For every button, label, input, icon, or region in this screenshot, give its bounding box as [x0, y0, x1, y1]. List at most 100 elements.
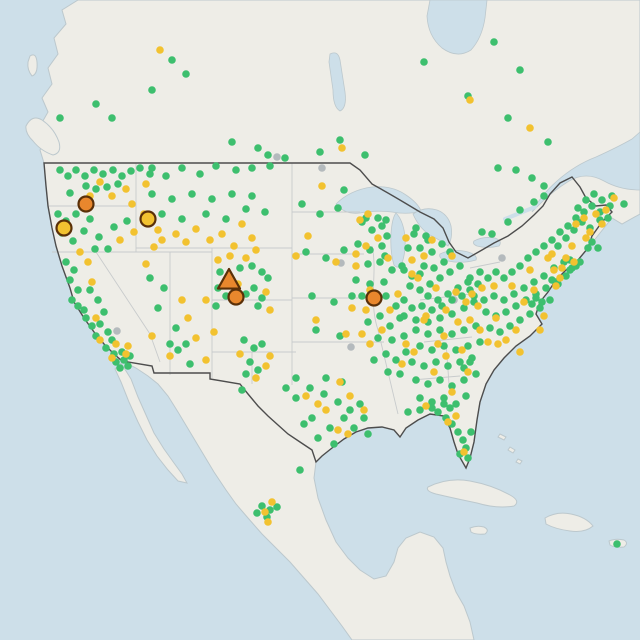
station-dot-green[interactable]: [100, 308, 108, 316]
station-dot-green[interactable]: [320, 390, 328, 398]
station-dot-green[interactable]: [168, 56, 176, 64]
station-dot-green[interactable]: [182, 340, 190, 348]
station-dot-green[interactable]: [542, 284, 550, 292]
station-dot-green[interactable]: [444, 290, 452, 298]
station-dot-yellow[interactable]: [430, 368, 438, 376]
station-dot-green[interactable]: [148, 190, 156, 198]
station-dot-green[interactable]: [440, 342, 448, 350]
alert-circle-marker[interactable]: [55, 219, 73, 237]
station-dot-green[interactable]: [420, 262, 428, 270]
station-dot-yellow[interactable]: [334, 426, 342, 434]
station-dot-green[interactable]: [364, 318, 372, 326]
station-dot-green[interactable]: [582, 196, 590, 204]
station-dot-gray[interactable]: [273, 153, 281, 161]
station-dot-yellow[interactable]: [586, 228, 594, 236]
station-dot-green[interactable]: [104, 245, 112, 253]
station-dot-green[interactable]: [160, 284, 168, 292]
station-dot-green[interactable]: [386, 322, 394, 330]
station-dot-yellow[interactable]: [478, 284, 486, 292]
station-dot-green[interactable]: [148, 164, 156, 172]
station-dot-yellow[interactable]: [452, 288, 460, 296]
station-dot-yellow[interactable]: [356, 216, 364, 224]
station-dot-green[interactable]: [448, 296, 456, 304]
station-dot-green[interactable]: [564, 222, 572, 230]
station-dot-yellow[interactable]: [116, 236, 124, 244]
station-dot-yellow[interactable]: [88, 278, 96, 286]
station-dot-yellow[interactable]: [422, 402, 430, 410]
station-dot-green[interactable]: [308, 292, 316, 300]
station-dot-yellow[interactable]: [526, 124, 534, 132]
station-dot-green[interactable]: [546, 296, 554, 304]
station-dot-green[interactable]: [408, 304, 416, 312]
station-dot-green[interactable]: [123, 217, 131, 225]
station-dot-green[interactable]: [346, 406, 354, 414]
station-dot-green[interactable]: [292, 394, 300, 402]
station-dot-gray[interactable]: [498, 254, 506, 262]
station-dot-yellow[interactable]: [302, 392, 310, 400]
station-dot-green[interactable]: [246, 358, 254, 366]
station-dot-green[interactable]: [436, 326, 444, 334]
station-dot-green[interactable]: [86, 286, 94, 294]
station-dot-green[interactable]: [348, 292, 356, 300]
station-dot-green[interactable]: [446, 404, 454, 412]
station-dot-green[interactable]: [434, 296, 442, 304]
station-dot-green[interactable]: [136, 164, 144, 172]
station-dot-green[interactable]: [366, 280, 374, 288]
station-dot-green[interactable]: [420, 58, 428, 66]
station-dot-green[interactable]: [530, 278, 538, 286]
station-dot-green[interactable]: [364, 430, 372, 438]
station-dot-green[interactable]: [81, 172, 89, 180]
station-dot-green[interactable]: [604, 214, 612, 222]
station-dot-yellow[interactable]: [410, 348, 418, 356]
station-dot-yellow[interactable]: [192, 225, 200, 233]
station-dot-green[interactable]: [420, 362, 428, 370]
station-dot-green[interactable]: [460, 376, 468, 384]
station-dot-yellow[interactable]: [150, 243, 158, 251]
station-dot-yellow[interactable]: [476, 326, 484, 334]
station-dot-green[interactable]: [556, 228, 564, 236]
station-dot-yellow[interactable]: [304, 232, 312, 240]
station-dot-green[interactable]: [376, 312, 384, 320]
station-dot-green[interactable]: [440, 258, 448, 266]
station-dot-green[interactable]: [516, 316, 524, 324]
station-dot-green[interactable]: [412, 326, 420, 334]
station-dot-green[interactable]: [62, 258, 70, 266]
station-dot-green[interactable]: [554, 242, 562, 250]
station-dot-yellow[interactable]: [582, 234, 590, 242]
station-dot-green[interactable]: [334, 398, 342, 406]
station-dot-yellow[interactable]: [550, 266, 558, 274]
station-dot-yellow[interactable]: [454, 318, 462, 326]
station-dot-green[interactable]: [322, 254, 330, 262]
station-dot-green[interactable]: [248, 164, 256, 172]
station-dot-green[interactable]: [340, 246, 348, 254]
station-dot-green[interactable]: [416, 406, 424, 414]
station-dot-green[interactable]: [598, 196, 606, 204]
station-dot-green[interactable]: [370, 356, 378, 364]
station-dot-yellow[interactable]: [352, 262, 360, 270]
station-dot-green[interactable]: [326, 424, 334, 432]
station-dot-green[interactable]: [250, 344, 258, 352]
station-dot-green[interactable]: [384, 368, 392, 376]
station-dot-green[interactable]: [360, 414, 368, 422]
station-dot-green[interactable]: [69, 237, 77, 245]
station-dot-yellow[interactable]: [338, 144, 346, 152]
station-dot-green[interactable]: [512, 166, 520, 174]
station-dot-yellow[interactable]: [378, 326, 386, 334]
station-dot-green[interactable]: [374, 334, 382, 342]
station-dot-green[interactable]: [72, 210, 80, 218]
station-dot-yellow[interactable]: [202, 356, 210, 364]
station-dot-yellow[interactable]: [468, 290, 476, 298]
station-dot-yellow[interactable]: [344, 430, 352, 438]
station-dot-green[interactable]: [416, 244, 424, 252]
station-dot-green[interactable]: [378, 242, 386, 250]
station-dot-yellow[interactable]: [386, 306, 394, 314]
station-dot-green[interactable]: [242, 205, 250, 213]
station-dot-yellow[interactable]: [420, 316, 428, 324]
station-dot-green[interactable]: [358, 292, 366, 300]
station-dot-yellow[interactable]: [230, 242, 238, 250]
station-dot-green[interactable]: [588, 238, 596, 246]
station-dot-green[interactable]: [70, 266, 78, 274]
station-dot-green[interactable]: [88, 322, 96, 330]
station-dot-green[interactable]: [92, 100, 100, 108]
station-dot-green[interactable]: [364, 260, 372, 268]
